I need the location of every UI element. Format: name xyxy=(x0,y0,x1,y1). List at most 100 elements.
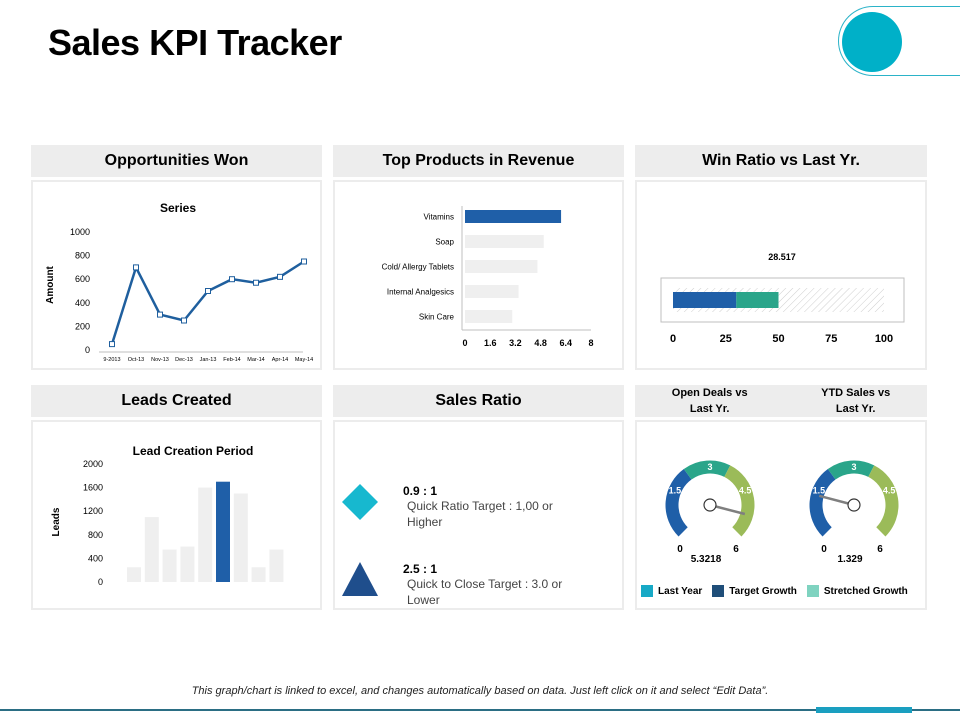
category-label: Vitamins xyxy=(423,213,454,222)
x-tick-label: 0 xyxy=(670,333,676,345)
bar xyxy=(465,260,538,273)
decorative-circle xyxy=(842,12,902,72)
gauge-hub xyxy=(847,498,861,512)
chart-title: Lead Creation Period xyxy=(133,444,254,458)
gauge-arc xyxy=(867,465,899,537)
diamond-icon xyxy=(342,484,378,520)
bar xyxy=(144,517,159,582)
x-tick-label: Oct-13 xyxy=(128,357,145,363)
x-tick-label: Dec-13 xyxy=(175,357,193,363)
legend-item-target-growth: Target Growth xyxy=(712,585,797,597)
bar xyxy=(162,549,177,582)
gauge-max-label: 6 xyxy=(733,544,739,555)
quick-ratio-desc-line1: Quick Ratio Target : 1,00 or xyxy=(407,499,553,513)
bar xyxy=(465,235,544,248)
series-line xyxy=(110,260,305,345)
category-label: Cold/ Allergy Tablets xyxy=(382,263,454,272)
y-tick-label: 800 xyxy=(75,251,90,261)
data-point xyxy=(253,279,259,286)
header-opportunities-won: Opportunities Won xyxy=(31,145,322,177)
x-tick-label: Jan-13 xyxy=(200,357,217,363)
quick-ratio-desc-line2: Higher xyxy=(407,515,443,529)
close-ratio-description: Quick to Close Target : 3.0 or Lower xyxy=(407,576,597,608)
data-point xyxy=(277,273,283,280)
leads-bar-chart: Lead Creation Period Leads 0 400 800 1200 1600… xyxy=(51,444,284,587)
x-tick-label: Mar-14 xyxy=(247,357,264,363)
bar xyxy=(465,310,513,323)
gauge-min-label: 0 xyxy=(821,544,827,555)
gauge-tick-label: 1.5 xyxy=(813,485,826,495)
data-label: 28.517 xyxy=(768,252,796,262)
header-label: Win Ratio vs Last Yr. xyxy=(702,152,860,169)
header-label: Leads Created xyxy=(121,392,232,409)
y-tick-label: 400 xyxy=(88,553,103,563)
x-tick-label: 25 xyxy=(720,333,732,345)
legend-swatch xyxy=(641,585,653,597)
bar-segment xyxy=(673,292,737,308)
header-open-deals-line1: Open Deals vs xyxy=(671,387,748,399)
data-point xyxy=(181,317,187,324)
x-tick-label: 4.8 xyxy=(534,338,547,348)
footer-line xyxy=(0,709,960,711)
gauge-hub xyxy=(703,498,717,512)
x-tick-label: 9-2013 xyxy=(103,357,120,363)
bar xyxy=(269,549,284,582)
legend-label: Last Year xyxy=(658,585,703,597)
x-tick-label: 3.2 xyxy=(509,338,522,348)
gauge-min-label: 0 xyxy=(677,544,683,555)
x-tick-label: 50 xyxy=(772,333,784,345)
legend-item-stretched-growth: Stretched Growth xyxy=(806,585,908,597)
sales-ratio-icons xyxy=(342,484,378,596)
data-point xyxy=(205,288,211,294)
data-point xyxy=(229,276,235,283)
x-tick-label: 8 xyxy=(588,338,593,348)
header-label: Top Products in Revenue xyxy=(382,152,575,169)
legend-label: Stretched Growth xyxy=(823,585,908,597)
panel-opportunities-won: Series Amount 0 200 400 600 800 1000 9-2013 Oct-1… xyxy=(31,180,322,370)
chart-title: Series xyxy=(160,201,196,215)
x-tick-label: 0 xyxy=(462,338,467,348)
gauge-legend: Last Year Target Growth Stretched Growth xyxy=(641,585,918,597)
gauge-arc xyxy=(723,465,755,537)
category-label: Skin Care xyxy=(419,313,455,322)
category-label: Soap xyxy=(435,238,454,247)
gauge-arc xyxy=(827,460,875,480)
x-tick-label: 100 xyxy=(875,333,893,345)
y-tick-label: 1000 xyxy=(70,227,90,237)
data-point xyxy=(301,258,307,265)
data-point xyxy=(109,341,115,348)
gauge-arc xyxy=(683,460,731,480)
legend-label: Target Growth xyxy=(729,585,797,597)
top-products-bar-chart: Vitamins Soap Cold/ Allergy Tablets Interna… xyxy=(382,206,594,348)
x-tick-label: Apr-14 xyxy=(272,357,289,363)
header-leads-created: Leads Created xyxy=(31,385,322,417)
x-tick-label: 1.6 xyxy=(484,338,497,348)
y-tick-label: 0 xyxy=(85,345,90,355)
y-tick-label: 200 xyxy=(75,321,90,331)
panel-top-products: Vitamins Soap Cold/ Allergy Tablets Interna… xyxy=(333,180,624,370)
y-tick-label: 400 xyxy=(75,298,90,308)
y-tick-label: 2000 xyxy=(83,459,103,469)
win-ratio-bar-chart: 28.517 0 25 50 75 100 xyxy=(660,252,905,345)
gauge-tick-label: 1.5 xyxy=(669,485,682,495)
bar xyxy=(198,487,213,582)
gauge-max-label: 6 xyxy=(877,544,883,555)
panel-leads-created: Lead Creation Period Leads 0 400 800 1200 1600… xyxy=(31,420,322,610)
x-tick-label: Feb-14 xyxy=(223,357,240,363)
footer-note: This graph/chart is linked to excel, and… xyxy=(191,685,769,697)
y-axis-label: Amount xyxy=(45,265,56,303)
header-ytd-line2: Last Yr. xyxy=(835,403,876,415)
close-ratio-desc-line2: Lower xyxy=(407,593,440,607)
bar xyxy=(465,285,519,298)
header-top-products: Top Products in Revenue xyxy=(333,145,624,177)
x-tick-label: 6.4 xyxy=(560,338,573,348)
header-open-deals: Open Deals vs Last Yr. xyxy=(672,385,748,417)
close-ratio-desc-line1: Quick to Close Target : 3.0 or xyxy=(407,577,563,591)
quick-ratio-description: Quick Ratio Target : 1,00 or Higher xyxy=(407,498,597,530)
x-tick-label: May-14 xyxy=(295,357,313,363)
y-tick-label: 1600 xyxy=(83,483,103,493)
close-ratio-value: 2.5 : 1 xyxy=(403,562,438,576)
header-win-ratio: Win Ratio vs Last Yr. xyxy=(635,145,927,177)
bar xyxy=(251,567,266,582)
header-ytd-line1: YTD Sales vs xyxy=(821,387,891,399)
